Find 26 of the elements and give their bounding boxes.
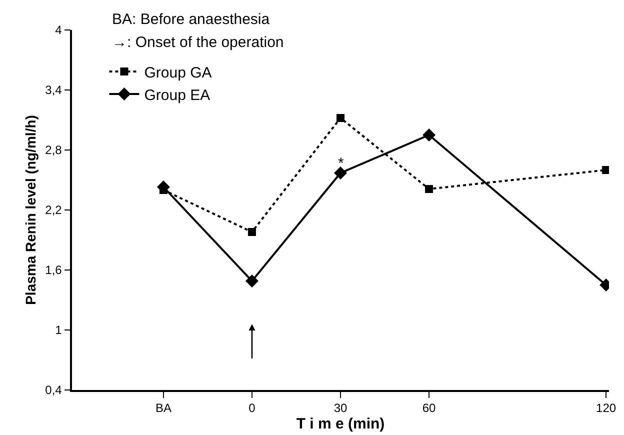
x-tick-label: 120: [596, 401, 616, 416]
point: [334, 166, 347, 180]
legend-label: Group GA: [144, 64, 212, 82]
y-tick-label: 1: [55, 323, 62, 338]
annotation: →: Onset of the operation: [112, 34, 284, 51]
y-tick-label: 3,4: [45, 83, 62, 98]
x-tick-label: 30: [334, 401, 348, 416]
point: [602, 166, 609, 174]
x-tick-label: 0: [248, 401, 256, 416]
y-tick-label: 1,6: [45, 263, 62, 278]
x-tick-label: BA: [155, 401, 172, 416]
y-tick-label: 2,8: [45, 143, 62, 158]
legend-label: Group EA: [144, 86, 210, 104]
x-axis-title: T i m e (min): [296, 416, 385, 433]
point: [248, 228, 256, 236]
y-tick-label: 2,2: [45, 203, 62, 218]
y-tick-label: 0,4: [45, 383, 62, 398]
text: BA: Before anaesthesia: [112, 11, 270, 28]
point: [425, 185, 434, 193]
x-tick-label: 60: [422, 401, 436, 416]
y-tick-label: 4: [55, 23, 62, 38]
point: [422, 128, 436, 142]
y-axis-title: Plasma Renin level (ng/ml/h): [22, 115, 38, 305]
point: [336, 114, 344, 122]
point: [245, 274, 258, 288]
annotation: *: [338, 155, 344, 172]
